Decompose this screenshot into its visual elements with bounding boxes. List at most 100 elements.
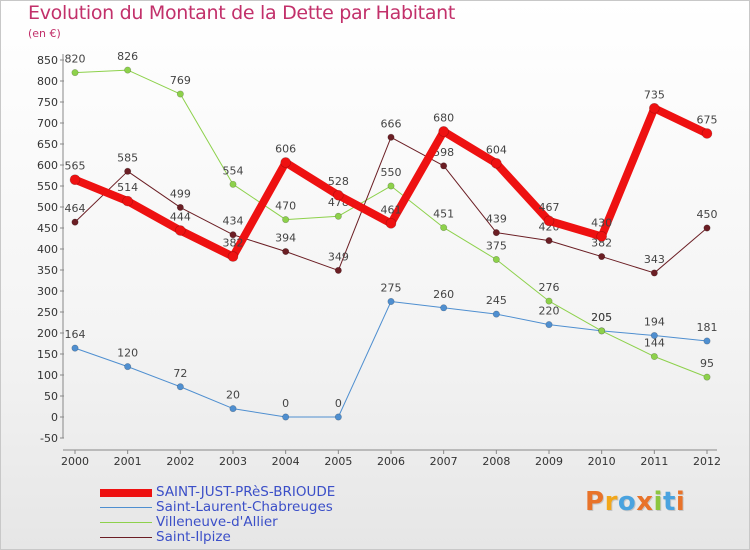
chart-title: Evolution du Montant de la Dette par Hab…	[28, 2, 456, 24]
x-tick-label: 2012	[693, 455, 721, 468]
data-label-saint-laurent-chabreuges: 245	[486, 294, 507, 307]
data-label-villeneuve-d-allier: 554	[223, 164, 244, 177]
data-label-saint-ilpize: 343	[644, 253, 665, 266]
data-label-saint-just-pr-s-brioude: 675	[697, 114, 718, 127]
data-point-villeneuve-d-allier	[545, 297, 553, 305]
x-tick-label: 2009	[535, 455, 563, 468]
x-tick-label: 2001	[114, 455, 142, 468]
data-point-saint-laurent-chabreuges	[176, 383, 184, 391]
data-label-saint-just-pr-s-brioude: 514	[117, 181, 138, 194]
data-label-saint-just-pr-s-brioude: 565	[65, 160, 86, 173]
data-point-villeneuve-d-allier	[71, 69, 79, 77]
y-axis-unit: (en €)	[28, 27, 61, 40]
proxiti-logo: Proxiti	[585, 487, 686, 517]
y-tick-label: 800	[37, 75, 58, 88]
data-point-saint-laurent-chabreuges	[282, 413, 290, 421]
data-label-villeneuve-d-allier: 820	[65, 53, 86, 66]
y-tick-label: 50	[44, 390, 58, 403]
data-label-saint-just-pr-s-brioude: 467	[539, 201, 560, 214]
data-label-villeneuve-d-allier: 205	[591, 311, 612, 324]
legend-item: SAINT-JUST-PRèS-BRIOUDE	[100, 485, 420, 500]
data-point-saint-ilpize	[334, 266, 342, 274]
data-label-villeneuve-d-allier: 550	[381, 166, 402, 179]
data-label-saint-ilpize: 434	[223, 215, 244, 228]
legend-label: Saint-Laurent-Chabreuges	[156, 499, 333, 515]
data-label-saint-ilpize: 464	[65, 202, 86, 215]
data-label-saint-laurent-chabreuges: 220	[539, 305, 560, 318]
legend-swatch	[100, 515, 152, 530]
data-label-saint-just-pr-s-brioude: 606	[275, 142, 296, 155]
data-label-villeneuve-d-allier: 95	[700, 357, 714, 370]
legend-swatch	[100, 500, 152, 515]
data-point-saint-just-pr-s-brioude	[333, 189, 344, 201]
data-point-saint-laurent-chabreuges	[71, 344, 79, 352]
data-label-villeneuve-d-allier: 451	[433, 208, 454, 221]
data-label-saint-ilpize: 349	[328, 250, 349, 263]
data-point-saint-ilpize	[124, 167, 132, 175]
data-label-saint-ilpize: 450	[697, 208, 718, 221]
data-point-saint-just-pr-s-brioude	[385, 218, 397, 229]
legend-label: SAINT-JUST-PRèS-BRIOUDE	[156, 484, 336, 500]
data-point-villeneuve-d-allier	[440, 224, 448, 232]
y-tick-label: 850	[37, 54, 58, 67]
data-point-saint-ilpize	[387, 133, 395, 141]
data-point-villeneuve-d-allier	[492, 255, 500, 263]
data-label-villeneuve-d-allier: 470	[275, 200, 296, 213]
data-point-saint-laurent-chabreuges	[545, 321, 553, 329]
series-line-saint-just-pr-s-brioude	[71, 104, 711, 261]
y-tick-label: 200	[37, 327, 58, 340]
data-point-villeneuve-d-allier	[176, 90, 184, 98]
data-point-saint-just-pr-s-brioude	[701, 128, 713, 139]
data-label-saint-laurent-chabreuges: 205	[591, 311, 612, 324]
x-tick-label: 2008	[482, 455, 510, 468]
y-tick-label: 350	[37, 264, 58, 277]
data-point-villeneuve-d-allier	[334, 212, 342, 220]
data-label-saint-laurent-chabreuges: 120	[117, 347, 138, 360]
y-tick-label: 450	[37, 222, 58, 235]
data-point-saint-just-pr-s-brioude	[596, 231, 607, 242]
legend-swatch	[100, 530, 152, 545]
data-point-saint-just-pr-s-brioude	[491, 158, 502, 169]
data-point-saint-ilpize	[703, 224, 711, 232]
legend-swatch	[100, 485, 152, 500]
data-point-saint-ilpize	[598, 253, 606, 261]
data-label-saint-just-pr-s-brioude: 382	[223, 237, 244, 250]
line-chart: -500501001502002503003504004505005506006…	[37, 50, 721, 468]
y-tick-label: 150	[37, 348, 58, 361]
data-point-saint-just-pr-s-brioude	[227, 251, 239, 262]
data-point-villeneuve-d-allier	[282, 216, 290, 224]
data-label-saint-laurent-chabreuges: 275	[381, 282, 402, 295]
y-tick-label: 650	[37, 138, 58, 151]
data-point-saint-ilpize	[650, 269, 658, 277]
data-label-saint-just-pr-s-brioude: 528	[328, 175, 349, 188]
data-point-villeneuve-d-allier	[650, 353, 658, 361]
x-tick-label: 2011	[640, 455, 668, 468]
data-point-saint-ilpize	[492, 229, 500, 237]
y-tick-label: 300	[37, 285, 58, 298]
data-label-saint-laurent-chabreuges: 260	[433, 288, 454, 301]
y-tick-label: 500	[37, 201, 58, 214]
legend-item: Saint-Laurent-Chabreuges	[100, 500, 420, 515]
y-tick-label: 750	[37, 96, 58, 109]
data-point-saint-just-pr-s-brioude	[649, 103, 660, 114]
data-point-saint-just-pr-s-brioude	[438, 126, 449, 137]
data-label-saint-just-pr-s-brioude: 735	[644, 88, 665, 101]
data-point-saint-ilpize	[440, 162, 448, 170]
x-tick-label: 2007	[430, 455, 458, 468]
x-tick-label: 2002	[166, 455, 194, 468]
data-label-saint-ilpize: 382	[591, 237, 612, 250]
y-tick-label: 250	[37, 306, 58, 319]
y-tick-label: -50	[40, 432, 58, 445]
series-line-saint-laurent-chabreuges	[74, 301, 708, 418]
data-label-villeneuve-d-allier: 276	[539, 281, 560, 294]
data-point-saint-just-pr-s-brioude	[175, 225, 186, 236]
data-point-saint-ilpize	[545, 237, 553, 245]
data-label-saint-ilpize: 666	[381, 117, 402, 130]
y-tick-label: 550	[37, 180, 58, 193]
data-label-saint-just-pr-s-brioude: 461	[381, 203, 402, 216]
data-point-villeneuve-d-allier	[387, 182, 395, 190]
chart-legend: SAINT-JUST-PRèS-BRIOUDE Saint-Laurent-Cha…	[100, 485, 420, 545]
data-point-villeneuve-d-allier	[229, 180, 237, 188]
data-point-saint-laurent-chabreuges	[492, 310, 500, 318]
data-point-saint-ilpize	[282, 248, 290, 256]
